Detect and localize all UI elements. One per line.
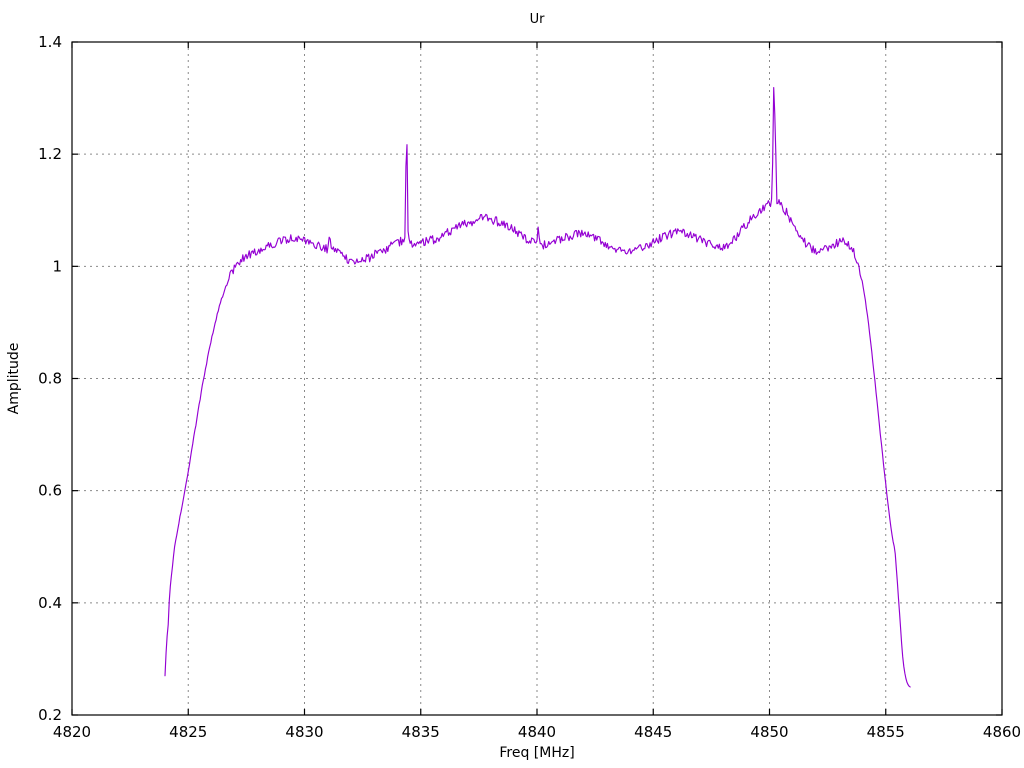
y-tick-label: 1.4 xyxy=(38,33,62,51)
x-axis-tick-labels: 4820 4825 4830 4835 4840 4845 4850 4855 4860 xyxy=(53,723,1021,741)
x-tick-label: 4850 xyxy=(750,723,788,741)
x-tick-label: 4845 xyxy=(634,723,672,741)
x-tick-label: 4820 xyxy=(53,723,91,741)
y-tick-label: 0.2 xyxy=(38,706,62,724)
y-tick-label: 1 xyxy=(52,257,62,275)
x-tick-label: 4840 xyxy=(518,723,556,741)
x-tick-label: 4830 xyxy=(285,723,323,741)
x-tick-label: 4860 xyxy=(983,723,1021,741)
grid-lines xyxy=(72,42,1002,715)
x-tick-label: 4835 xyxy=(402,723,440,741)
x-tick-label: 4825 xyxy=(169,723,207,741)
x-axis-title: Freq [MHz] xyxy=(499,745,574,761)
data-series-ur xyxy=(164,87,911,688)
y-tick-label: 0.8 xyxy=(38,370,62,388)
y-tick-label: 0.4 xyxy=(38,594,62,612)
y-axis-tick-labels: 0.2 0.4 0.6 0.8 1 1.2 1.4 xyxy=(38,33,62,724)
chart-title: Ur xyxy=(530,12,546,27)
y-tick-label: 0.6 xyxy=(38,482,62,500)
y-tick-label: 1.2 xyxy=(38,145,62,163)
x-tick-label: 4855 xyxy=(867,723,905,741)
y-axis-title: Amplitude xyxy=(6,343,22,415)
plot-frame xyxy=(71,41,1003,716)
